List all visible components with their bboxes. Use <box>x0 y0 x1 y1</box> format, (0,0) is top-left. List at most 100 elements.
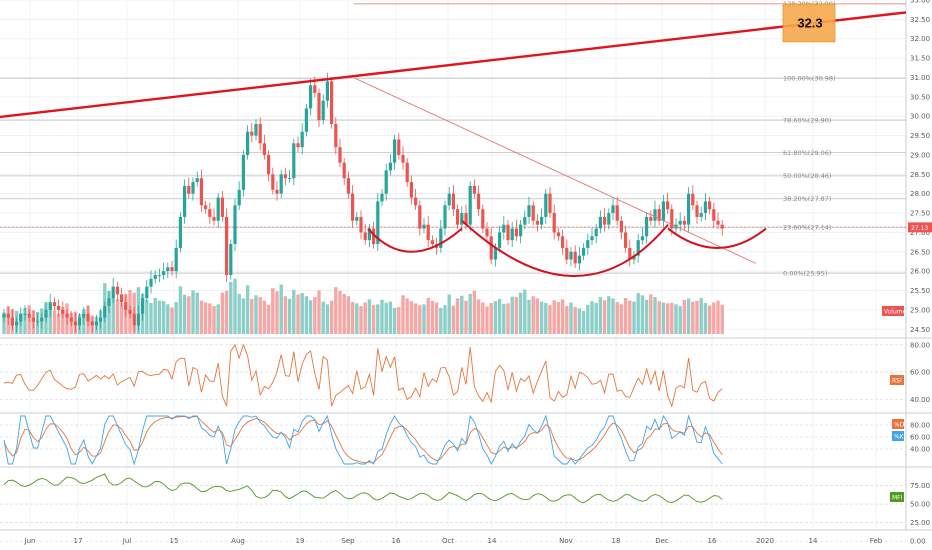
candle-body <box>300 131 304 148</box>
time-axis: Jun 17 Jul 15 Aug 19 Sep 16 Oct 14 Nov 18 Dec 16 2020 1… <box>24 537 883 545</box>
volume-bar <box>418 305 422 334</box>
indicator-badges: Volume RSI %D %K MFI <box>882 306 907 502</box>
candle-body <box>498 232 502 248</box>
candle-body <box>422 224 426 229</box>
volume-bar <box>229 281 233 334</box>
price-tick-label: 29.50 <box>910 132 930 140</box>
candle-body <box>393 139 397 163</box>
candle-body <box>94 321 98 326</box>
candle-body <box>531 205 535 221</box>
candle-body <box>464 213 468 225</box>
fib-level-label: 0.00%(25.95) <box>783 269 827 277</box>
volume-bar <box>401 295 405 334</box>
indicator-tick-label: 60.00 <box>910 434 930 442</box>
indicator-badge-label: MFI <box>892 494 903 501</box>
candle-body <box>57 306 61 310</box>
volume-bar <box>119 302 124 334</box>
candle-body <box>384 170 388 194</box>
volume-bar <box>275 291 279 334</box>
candle-body <box>443 205 447 229</box>
volume-bar <box>569 302 573 334</box>
volume-bar <box>241 298 246 334</box>
candle-body <box>292 143 296 179</box>
volume-bar <box>23 307 27 334</box>
candle-body <box>519 224 523 237</box>
volume-bar <box>636 293 640 334</box>
price-tick-label: 26.00 <box>910 268 930 276</box>
price-tick-label: 27.00 <box>910 229 930 237</box>
time-tick-label: Sep <box>341 537 355 545</box>
head-arc <box>461 220 669 277</box>
volume-bar <box>665 303 670 334</box>
candle-body <box>10 317 14 326</box>
right-shoulder-arc <box>667 227 767 249</box>
volume-bar <box>258 297 262 334</box>
volume-bar <box>460 295 464 334</box>
volume-bar <box>485 306 489 334</box>
volume-bar <box>329 300 334 334</box>
volume-bar <box>611 298 615 334</box>
candle-body <box>90 321 94 326</box>
left-shoulder-arc <box>367 227 463 253</box>
volume-bar <box>48 304 52 334</box>
candle-body <box>183 185 187 217</box>
price-tick-label: 31.00 <box>910 74 930 82</box>
volume-bar <box>304 296 309 334</box>
candle-body <box>128 309 132 314</box>
volume-bar <box>292 289 296 334</box>
volume-bar <box>443 305 447 334</box>
candle-body <box>15 321 19 326</box>
volume-bar <box>350 302 355 334</box>
volume-bar <box>468 293 472 334</box>
volume-bar <box>191 290 195 334</box>
candle-body <box>493 247 497 260</box>
volume-bar <box>674 304 678 334</box>
volume-bar <box>510 296 514 334</box>
volume-bar <box>607 296 611 334</box>
volume-bar <box>699 298 703 334</box>
volume-bar <box>556 302 561 334</box>
candle-body <box>628 247 632 260</box>
time-tick-label: 18 <box>612 537 621 545</box>
volume-bar <box>716 300 720 334</box>
volume-bar <box>321 301 325 334</box>
indicator-tick-label: 25.00 <box>910 519 930 527</box>
candle-body <box>69 317 73 322</box>
volume-bar <box>527 299 531 334</box>
volume-bar <box>586 304 590 334</box>
volume-bar <box>283 296 288 334</box>
candle-body <box>481 209 485 229</box>
indicator-tick-label: 75.00 <box>910 482 930 490</box>
candle-body <box>598 216 602 229</box>
candle-body <box>359 216 363 233</box>
volume-bar <box>489 302 493 334</box>
volume-bar <box>661 302 666 334</box>
candle-body <box>174 247 178 272</box>
candle-body <box>414 197 418 206</box>
candle-body <box>636 240 640 256</box>
rsi-line <box>3 343 723 408</box>
volume-bar <box>472 290 477 334</box>
candle-body <box>141 298 145 314</box>
target-box <box>782 3 836 43</box>
price-tick-label: 27.50 <box>910 210 930 218</box>
volume-bar <box>300 293 304 334</box>
candle-body <box>120 294 124 303</box>
volume-bar <box>157 300 162 334</box>
candle-body <box>162 271 166 276</box>
candle-body <box>78 317 82 326</box>
volume-bar <box>493 301 498 334</box>
candle-body <box>540 216 544 225</box>
candle-body <box>241 154 245 190</box>
candle-body <box>124 302 128 310</box>
time-tick-label: 16 <box>392 537 401 545</box>
candle-body <box>279 174 283 194</box>
candle-body <box>603 216 607 225</box>
price-tick-label: 28.50 <box>910 171 930 179</box>
candle-body <box>611 205 615 214</box>
price-tick-label: 33.00 <box>910 0 930 5</box>
candle-body <box>31 317 35 322</box>
candle-body <box>376 201 380 245</box>
volume-bar <box>447 294 451 334</box>
